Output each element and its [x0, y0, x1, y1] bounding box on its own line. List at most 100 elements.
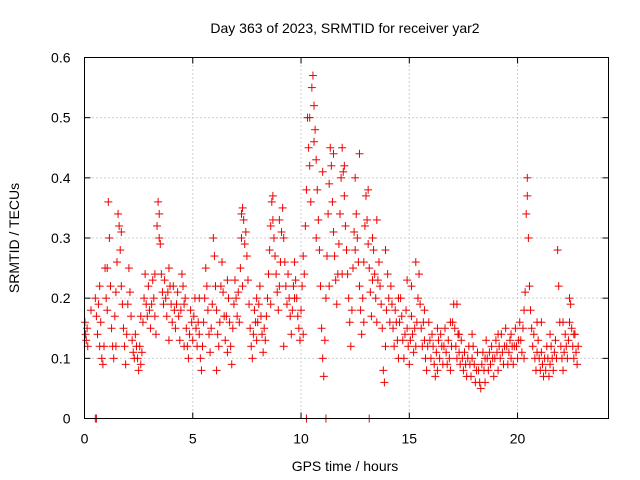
data-point	[223, 348, 232, 357]
data-point	[351, 246, 360, 255]
data-point	[515, 318, 524, 327]
data-point	[355, 149, 364, 158]
data-point	[379, 366, 388, 375]
data-point	[192, 324, 201, 333]
data-point	[262, 312, 271, 321]
data-point	[136, 360, 145, 369]
data-point	[164, 264, 173, 273]
data-point	[225, 318, 234, 327]
data-point	[348, 264, 357, 273]
data-point	[573, 360, 582, 369]
data-point	[403, 276, 412, 285]
data-point	[266, 221, 275, 230]
data-point	[339, 167, 348, 176]
data-point	[302, 185, 311, 194]
data-point	[444, 336, 453, 345]
data-point	[263, 294, 272, 303]
data-point	[172, 300, 181, 309]
data-point	[356, 306, 365, 315]
data-point	[184, 354, 193, 363]
data-point	[273, 288, 282, 297]
data-point	[527, 324, 536, 333]
data-point	[233, 312, 242, 321]
data-point	[330, 252, 339, 261]
data-point	[103, 264, 112, 273]
data-point	[546, 360, 555, 369]
data-point	[417, 324, 426, 333]
data-point	[312, 234, 321, 242]
data-point	[406, 336, 415, 345]
data-point	[564, 336, 573, 345]
data-point	[477, 360, 486, 369]
data-point	[324, 209, 333, 218]
data-point	[115, 221, 124, 230]
data-point	[415, 270, 424, 279]
data-point	[121, 360, 130, 369]
data-point	[156, 240, 165, 249]
data-point	[484, 366, 493, 375]
data-point	[318, 167, 327, 176]
data-point	[123, 300, 132, 309]
data-point	[365, 264, 374, 273]
data-point	[291, 276, 300, 285]
data-point	[215, 318, 224, 327]
data-point	[404, 342, 413, 351]
data-point	[560, 348, 569, 357]
data-point	[371, 294, 380, 303]
data-point	[247, 342, 256, 351]
data-point	[111, 288, 120, 297]
data-point	[521, 288, 530, 297]
data-point	[546, 330, 555, 339]
data-point	[91, 294, 100, 303]
data-point	[177, 270, 186, 279]
data-point	[133, 354, 142, 363]
data-point	[360, 221, 369, 230]
data-point	[237, 234, 246, 242]
data-point	[148, 276, 157, 285]
data-point	[550, 348, 559, 357]
data-point	[368, 234, 377, 242]
data-point	[131, 330, 140, 339]
data-point	[407, 282, 416, 291]
data-point	[198, 342, 207, 351]
data-point	[82, 336, 91, 345]
data-point	[400, 330, 409, 339]
data-point	[286, 312, 295, 321]
data-point	[469, 342, 478, 351]
data-point	[107, 324, 116, 333]
data-point	[435, 354, 444, 363]
data-point	[467, 372, 476, 381]
data-point	[389, 324, 398, 333]
data-point	[153, 221, 162, 230]
data-point	[507, 330, 516, 339]
data-point	[534, 336, 543, 345]
data-point	[364, 240, 373, 249]
data-point	[386, 282, 395, 291]
data-point	[105, 234, 114, 242]
data-point	[299, 252, 308, 261]
data-point	[92, 312, 101, 321]
data-point	[282, 300, 291, 309]
data-point	[202, 282, 211, 291]
data-point	[277, 227, 286, 236]
data-point	[378, 324, 387, 333]
y-tick-label: 0.2	[51, 290, 71, 306]
data-point	[290, 258, 299, 267]
data-point	[382, 306, 391, 315]
data-point	[252, 336, 261, 345]
data-point	[117, 282, 126, 291]
data-point	[290, 294, 299, 303]
data-point	[381, 342, 390, 351]
data-point	[154, 197, 163, 206]
data-point	[399, 354, 408, 363]
data-point	[313, 185, 322, 194]
data-point	[297, 306, 306, 315]
data-point	[310, 101, 319, 110]
data-point	[180, 300, 189, 309]
data-point	[374, 258, 383, 267]
data-point	[269, 234, 278, 242]
data-point	[390, 342, 399, 351]
data-point	[255, 282, 264, 291]
data-point	[567, 324, 576, 333]
